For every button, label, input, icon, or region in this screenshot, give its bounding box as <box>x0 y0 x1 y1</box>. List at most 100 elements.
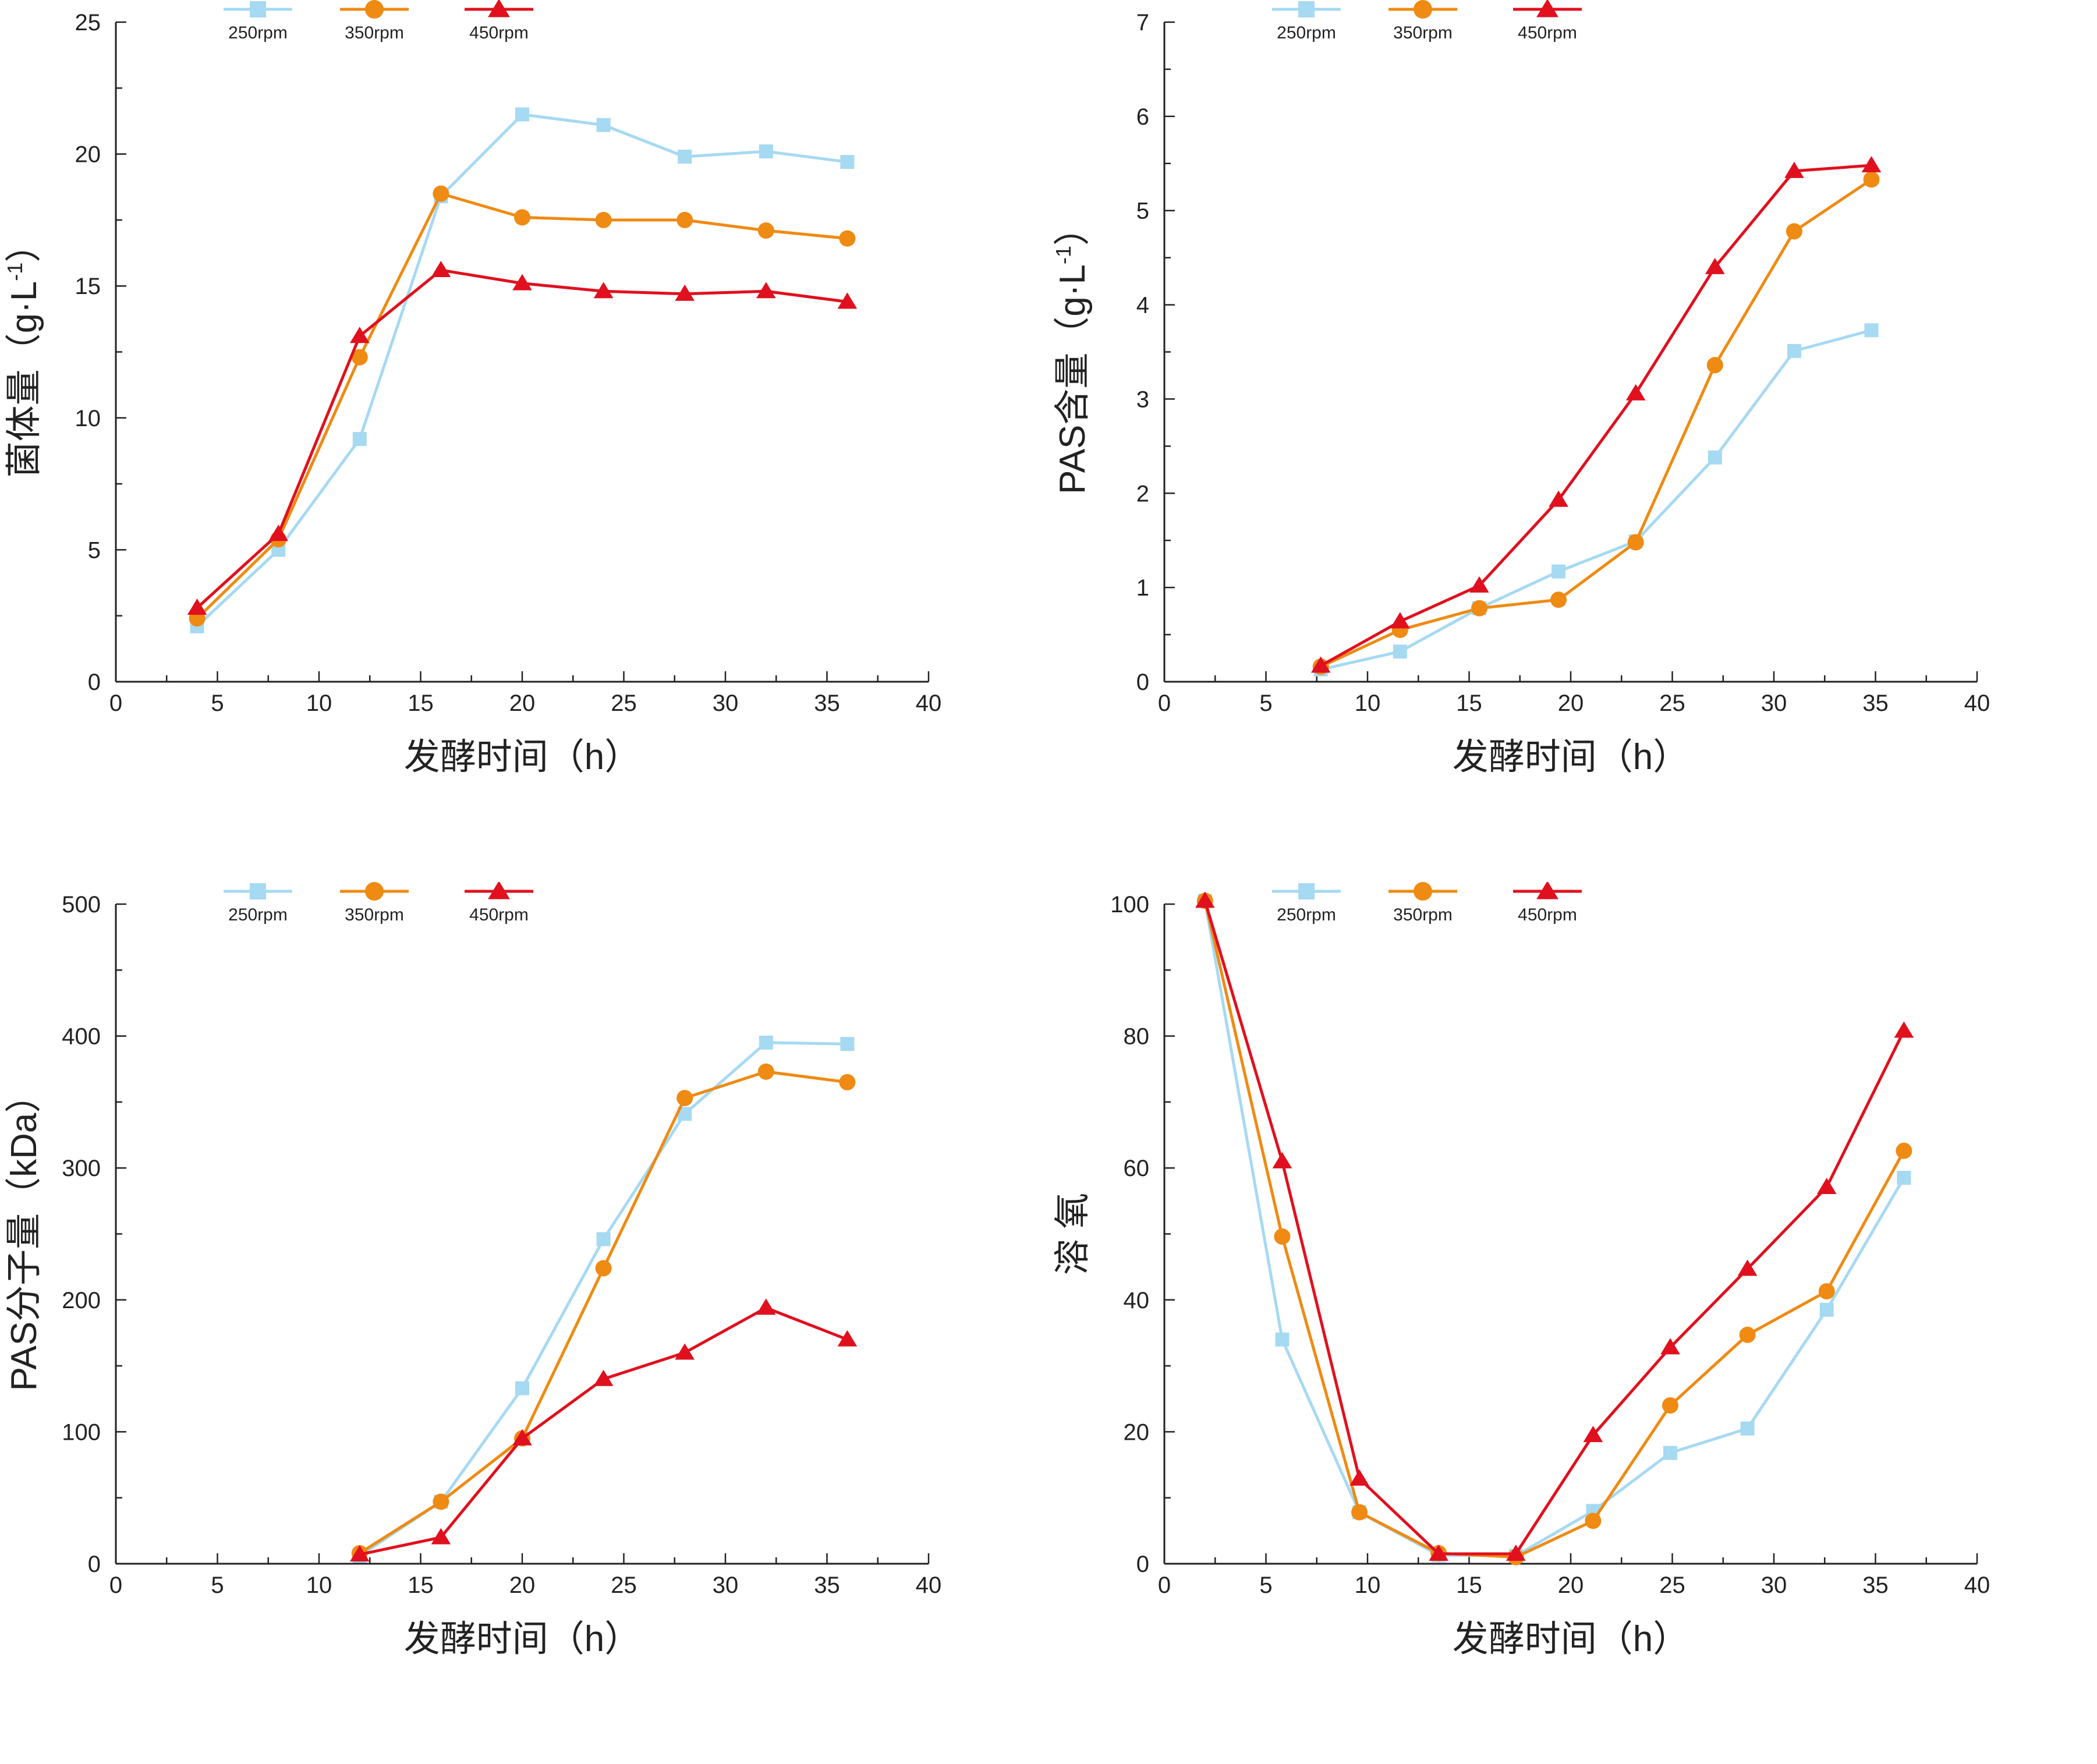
x-tick-label: 10 <box>1355 1572 1381 1598</box>
data-point-450rpm <box>756 282 776 299</box>
series-line-250rpm <box>196 113 848 628</box>
x-tick-label: 5 <box>1259 690 1272 716</box>
series-line-450rpm <box>1203 900 1905 1556</box>
series-350rpm <box>1312 171 1880 675</box>
data-point-450rpm <box>756 1298 776 1315</box>
x-tick-label: 5 <box>1259 1572 1272 1598</box>
data-point-450rpm <box>268 525 288 541</box>
axes: 0 5 10 15 20 25 30 35 40 0 5 10 15 20 25 <box>75 10 942 716</box>
data-point-450rpm <box>1506 1545 1526 1561</box>
data-point-450rpm <box>187 598 207 615</box>
data-point-250rpm <box>759 1035 773 1050</box>
x-tick-label: 10 <box>306 1572 332 1598</box>
legend-marker-250rpm <box>250 1 266 17</box>
y-tick-label: 80 <box>1124 1024 1150 1050</box>
data-point-450rpm <box>1816 1178 1837 1195</box>
y-axis-title-main: PAS分子量（kDa） <box>4 1077 44 1391</box>
legend-label-250rpm: 250rpm <box>228 23 288 42</box>
data-point-350rpm <box>595 1260 612 1277</box>
y-axis-title-sup: -1 <box>3 263 27 281</box>
x-tick-label: 5 <box>211 1572 224 1598</box>
data-point-350rpm <box>1627 534 1644 551</box>
data-point-350rpm <box>676 211 693 228</box>
data-point-450rpm <box>1784 161 1804 178</box>
legend-marker-250rpm <box>1298 883 1315 899</box>
y-tick-label: 6 <box>1136 104 1149 130</box>
legend-label-450rpm: 450rpm <box>469 905 529 924</box>
legend-label-350rpm: 350rpm <box>1393 905 1453 924</box>
legend-marker-450rpm <box>1536 0 1558 17</box>
data-point-250rpm <box>596 1232 611 1246</box>
series-450rpm <box>1310 156 1882 673</box>
x-tick-label: 40 <box>916 1572 942 1598</box>
y-tick-label: 0 <box>88 670 101 695</box>
x-tick-label: 25 <box>1659 690 1685 716</box>
chart-biomass: 0 5 10 15 20 25 30 35 40 0 5 10 15 20 25 发酵时间（h） 菌体量（g·L… <box>3 0 942 777</box>
x-tick-label: 30 <box>713 1572 739 1598</box>
data-point-450rpm <box>431 1528 451 1545</box>
series-250rpm <box>1198 894 1911 1563</box>
y-tick-label: 60 <box>1124 1156 1150 1181</box>
x-tick-label: 35 <box>814 690 840 716</box>
x-axis-title: 发酵时间（h） <box>1453 1619 1689 1659</box>
chart-dissolved-oxygen: 0 5 10 15 20 25 30 35 40 0 20 40 60 80 100 发酵时间（h） 溶 氧 25… <box>1053 882 1990 1659</box>
data-point-350rpm <box>1818 1283 1835 1300</box>
data-point-350rpm <box>1351 1504 1368 1521</box>
x-axis-title: 发酵时间（h） <box>1453 737 1689 777</box>
legend-label-350rpm: 350rpm <box>1393 23 1453 42</box>
series-line-350rpm <box>1203 900 1905 1559</box>
legend-marker-350rpm <box>1414 0 1432 19</box>
y-tick-label: 200 <box>62 1288 101 1313</box>
x-tick-label: 40 <box>916 690 942 716</box>
legend-label-450rpm: 450rpm <box>1518 905 1577 924</box>
x-tick-label: 15 <box>1456 1572 1482 1598</box>
legend: 250rpm 350rpm 450rpm <box>1272 882 1582 924</box>
data-point-450rpm <box>593 282 614 299</box>
data-point-450rpm <box>512 1429 532 1446</box>
legend-marker-250rpm <box>250 883 266 899</box>
data-point-450rpm <box>837 1330 858 1347</box>
data-point-350rpm <box>1706 357 1723 374</box>
data-point-450rpm <box>1390 612 1410 629</box>
series-line-350rpm <box>1320 178 1872 668</box>
series-line-450rpm <box>196 268 848 609</box>
series-450rpm <box>187 261 858 615</box>
data-point-450rpm <box>1195 891 1215 908</box>
data-point-350rpm <box>757 1063 774 1080</box>
y-tick-label: 7 <box>1136 10 1149 36</box>
data-point-450rpm <box>593 1369 614 1386</box>
data-point-350rpm <box>351 349 368 366</box>
x-tick-label: 20 <box>509 690 536 716</box>
legend-label-350rpm: 350rpm <box>345 23 404 42</box>
data-point-350rpm <box>757 222 774 239</box>
x-tick-label: 15 <box>1456 690 1482 716</box>
data-point-250rpm <box>678 150 692 164</box>
data-point-250rpm <box>1552 564 1566 579</box>
data-point-450rpm <box>431 261 451 278</box>
legend: 250rpm 350rpm 450rpm <box>224 0 533 42</box>
x-tick-label: 30 <box>1761 1572 1787 1598</box>
x-tick-label: 40 <box>1964 1572 1990 1598</box>
data-point-250rpm <box>1819 1302 1834 1317</box>
y-axis-title-close: ） <box>4 226 44 263</box>
data-point-450rpm <box>1310 656 1331 673</box>
data-point-250rpm <box>1897 1171 1911 1185</box>
x-tick-label: 15 <box>408 1572 434 1598</box>
x-tick-label: 0 <box>109 690 122 716</box>
series-350rpm <box>1196 892 1912 1565</box>
data-point-250rpm <box>352 432 367 447</box>
y-tick-label: 5 <box>1136 199 1149 224</box>
legend-label-350rpm: 350rpm <box>345 905 404 924</box>
y-axis-title: 菌体量（g·L-1） <box>3 226 44 478</box>
data-point-450rpm <box>675 1343 695 1360</box>
y-tick-label: 15 <box>75 274 101 299</box>
y-tick-label: 20 <box>1124 1419 1150 1445</box>
y-tick-label: 10 <box>75 406 101 431</box>
y-tick-label: 1 <box>1136 575 1149 601</box>
y-axis-title: PAS含量（g·L-1） <box>1051 210 1093 494</box>
y-axis-title-main: 溶 氧 <box>1053 1193 1093 1275</box>
data-point-350rpm <box>1662 1397 1679 1414</box>
series-350rpm <box>189 185 856 627</box>
legend-marker-350rpm <box>365 882 384 901</box>
